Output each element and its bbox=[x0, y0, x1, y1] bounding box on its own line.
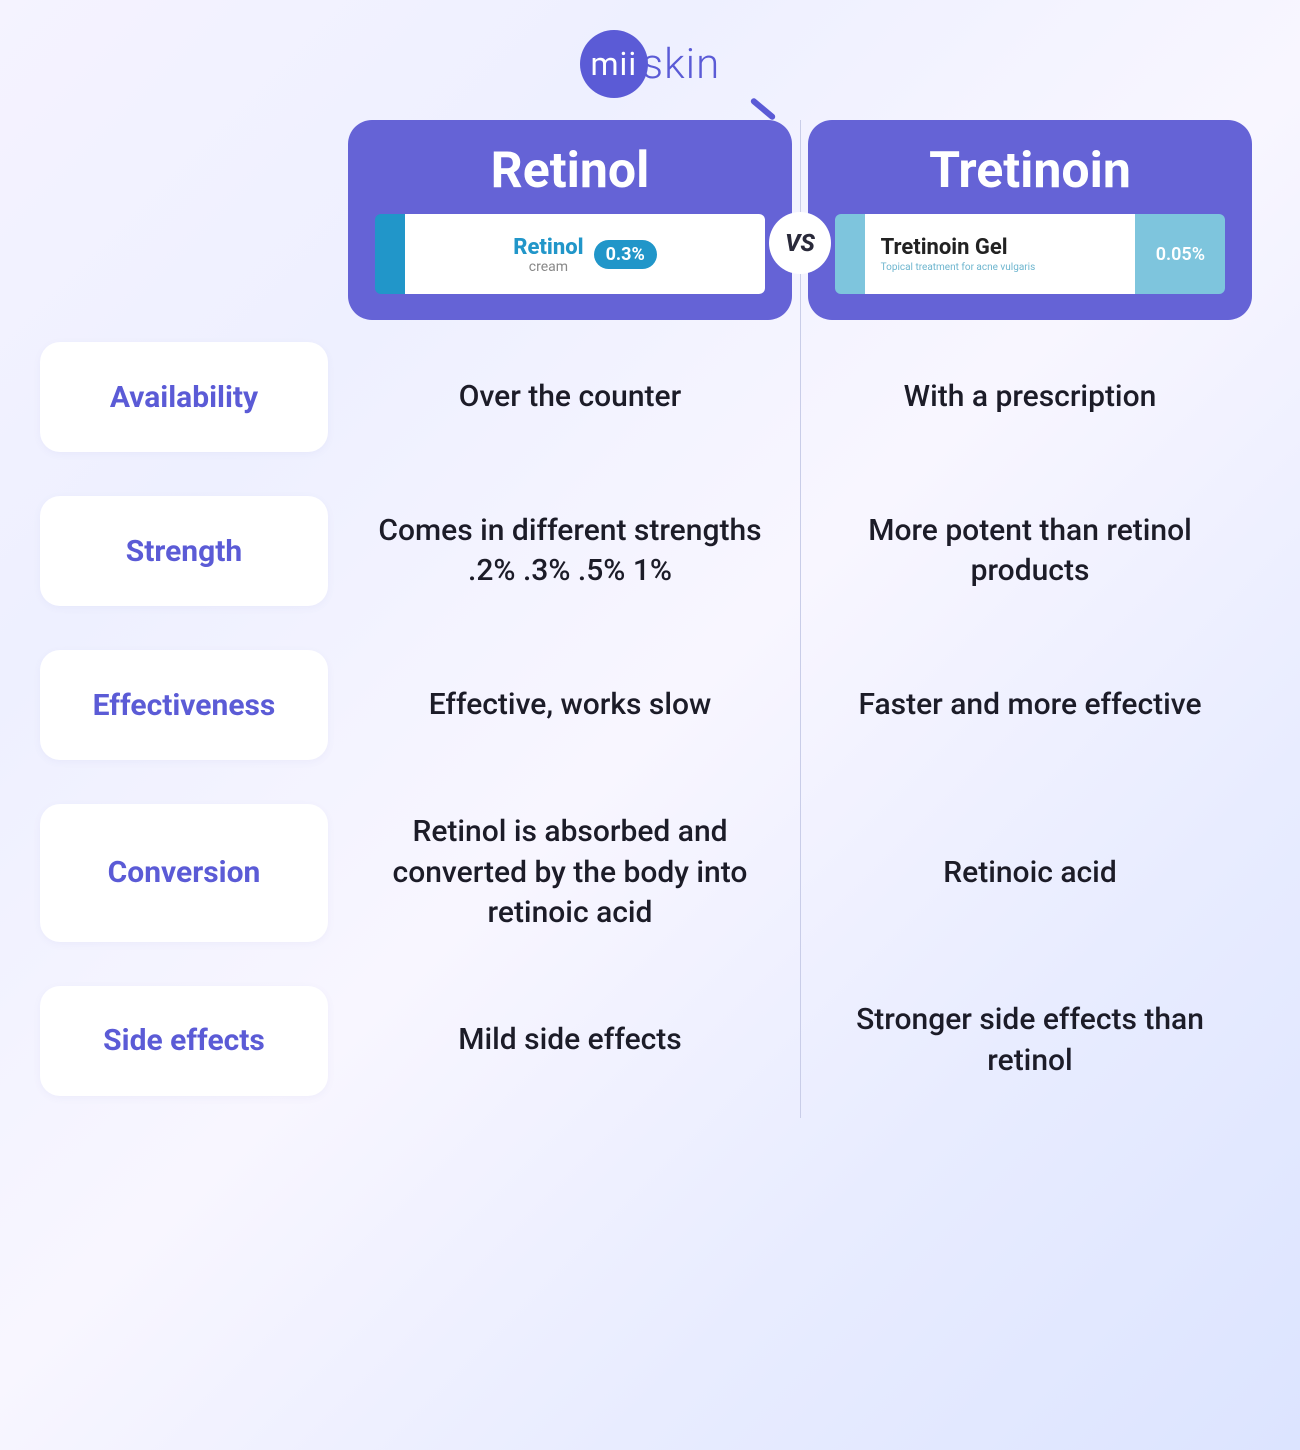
cell-right: With a prescription bbox=[800, 320, 1260, 474]
logo-inner-text: mii bbox=[590, 45, 637, 83]
cell-right: More potent than retinol products bbox=[800, 474, 1260, 628]
row-label: Side effects bbox=[40, 986, 328, 1096]
vs-badge: VS bbox=[769, 212, 831, 274]
tube-cap-icon bbox=[375, 214, 405, 294]
row-label: Availability bbox=[40, 342, 328, 452]
tube-label-sub: Topical treatment for acne vulgaris bbox=[881, 262, 1036, 273]
col-title-left: Retinol bbox=[491, 142, 650, 200]
tretinoin-tube: Tretinoin Gel Topical treatment for acne… bbox=[835, 214, 1226, 294]
cell-left: Comes in different strengths .2% .3% .5%… bbox=[340, 474, 800, 628]
cell-right: Stronger side effects than retinol bbox=[800, 964, 1260, 1118]
tube-body: Tretinoin Gel Topical treatment for acne… bbox=[865, 214, 1136, 294]
tube-label-main: Retinol bbox=[513, 235, 583, 260]
tube-label-main: Tretinoin Gel bbox=[881, 235, 1008, 260]
comparison-grid: VS Retinol Retinol cream 0.3% Tretinoin … bbox=[40, 120, 1260, 1118]
header-spacer bbox=[40, 120, 340, 320]
logo-circle: mii bbox=[580, 30, 648, 98]
logo: mii skin bbox=[40, 30, 1260, 98]
cell-left: Over the counter bbox=[340, 320, 800, 474]
row-label: Strength bbox=[40, 496, 328, 606]
tube-strength-box: 0.05% bbox=[1135, 214, 1225, 294]
col-title-right: Tretinoin bbox=[929, 142, 1131, 200]
cell-left: Retinol is absorbed and converted by the… bbox=[340, 782, 800, 964]
cell-right: Retinoic acid bbox=[800, 782, 1260, 964]
column-header-tretinoin: Tretinoin Tretinoin Gel Topical treatmen… bbox=[808, 120, 1252, 320]
tube-badge: 0.3% bbox=[594, 240, 657, 269]
cell-left: Effective, works slow bbox=[340, 628, 800, 782]
tube-cap-icon bbox=[835, 214, 865, 294]
cell-right: Faster and more effective bbox=[800, 628, 1260, 782]
cell-left: Mild side effects bbox=[340, 964, 800, 1118]
retinol-tube: Retinol cream 0.3% bbox=[375, 214, 766, 294]
logo-handle-icon bbox=[750, 97, 777, 121]
vs-label: VS bbox=[785, 229, 815, 257]
tube-label-sub: cream bbox=[513, 260, 583, 274]
row-label: Conversion bbox=[40, 804, 328, 942]
column-header-retinol: Retinol Retinol cream 0.3% bbox=[348, 120, 792, 320]
logo-outer-text: skin bbox=[642, 40, 720, 89]
row-label: Effectiveness bbox=[40, 650, 328, 760]
tube-body: Retinol cream 0.3% bbox=[405, 214, 766, 294]
